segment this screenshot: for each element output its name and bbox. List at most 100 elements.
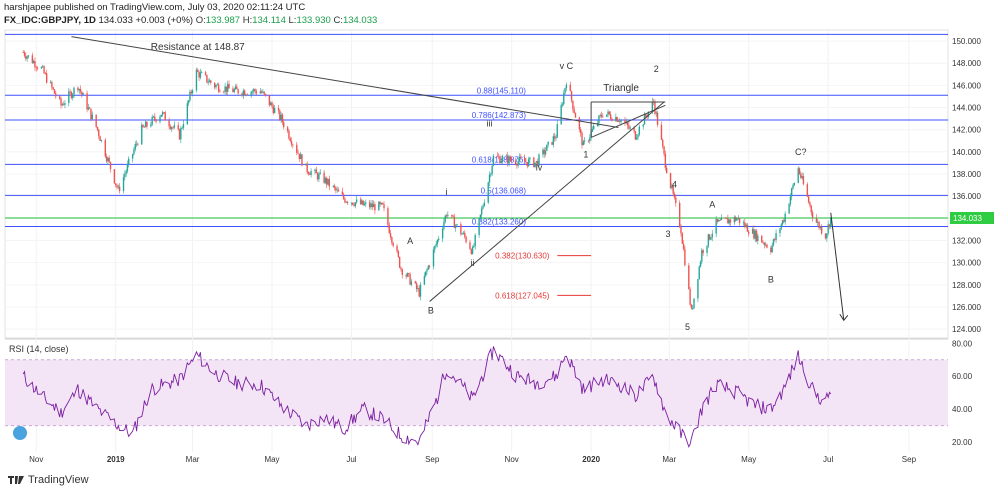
trendline-support <box>429 101 665 302</box>
candle-body <box>268 95 271 106</box>
candle-body <box>400 267 402 270</box>
candle-body <box>144 121 147 128</box>
candle-body <box>801 176 803 178</box>
candle-body <box>216 84 219 86</box>
candle-body <box>665 167 668 174</box>
candle-body <box>318 173 320 180</box>
wave-annotation: i <box>446 187 448 197</box>
rsi-title: RSI (14, close) <box>9 344 69 354</box>
candle-body <box>764 244 767 246</box>
candle-body <box>223 91 225 93</box>
close-value: 134.033 <box>342 15 378 26</box>
candle-body <box>699 261 702 267</box>
candle-body <box>718 220 720 222</box>
candle-body <box>465 236 467 243</box>
candle-body <box>546 144 548 151</box>
candle-body <box>589 137 591 142</box>
candle-body <box>280 114 282 120</box>
candle-body <box>757 235 759 242</box>
price-axis-label: 128.000 <box>952 281 981 290</box>
candle-body <box>509 156 512 161</box>
candle-body <box>49 82 52 83</box>
symbol-label: FX_IDC:GBPJPY, 1D <box>4 15 96 26</box>
candle-body <box>406 273 409 277</box>
footer-brand: TradingView <box>28 474 89 486</box>
candle-body <box>606 114 608 117</box>
candle-body <box>600 114 603 117</box>
candle-body <box>95 114 97 127</box>
candle-body <box>460 224 462 235</box>
candle-body <box>135 143 138 145</box>
candle-body <box>636 137 638 140</box>
candle-body <box>746 224 749 232</box>
candle-body <box>187 100 190 104</box>
rsi-line <box>22 346 832 448</box>
candle-body <box>628 125 630 129</box>
candle-body <box>55 93 57 97</box>
candle-body <box>771 245 773 253</box>
candle-body <box>189 91 191 101</box>
price-axis-label: 146.000 <box>952 81 981 90</box>
candle-body <box>350 202 353 204</box>
candle-body <box>497 156 500 158</box>
candle-body <box>104 139 106 157</box>
candle-body <box>122 177 125 192</box>
candle-body <box>527 159 530 167</box>
candle-body <box>738 217 741 224</box>
candle-body <box>479 214 482 219</box>
candle-body <box>551 141 553 145</box>
candle-body <box>172 127 174 129</box>
candle-body <box>180 128 182 140</box>
candle-body <box>744 222 746 227</box>
candle-body <box>86 93 88 110</box>
tradingview-footer[interactable]: TradingView <box>8 474 89 486</box>
candle-body <box>155 119 157 122</box>
candle-body <box>619 121 621 123</box>
candle-body <box>137 143 139 145</box>
candle-body <box>263 91 265 94</box>
candle-body <box>620 119 622 122</box>
candle-body <box>788 203 790 214</box>
projection-arrow <box>830 212 845 321</box>
candle-body <box>624 119 626 124</box>
price-axis-label: 148.000 <box>952 59 981 68</box>
candle-body <box>151 116 153 125</box>
candle-body <box>682 243 685 250</box>
last-price-badge <box>950 211 994 224</box>
candle-body <box>708 234 711 240</box>
candle-body <box>689 289 691 305</box>
candle-body <box>264 93 267 96</box>
candle-body <box>69 91 71 93</box>
candle-body <box>435 244 437 247</box>
candle-body <box>215 85 217 88</box>
candle-body <box>344 198 346 203</box>
candle-body <box>100 139 103 141</box>
candle-body <box>36 67 39 69</box>
candle-body <box>354 202 357 206</box>
candle-body <box>208 80 211 83</box>
wave-annotation: 2 <box>654 64 659 74</box>
candle-body <box>352 202 354 205</box>
candle-body <box>160 114 162 117</box>
candle-body <box>633 127 635 132</box>
candle-body <box>827 224 829 234</box>
candle-body <box>105 156 108 162</box>
candle-body <box>802 176 805 185</box>
candle-body <box>436 239 439 245</box>
close-key: C: <box>333 15 343 26</box>
candle-body <box>382 202 384 205</box>
candle-body <box>642 124 644 127</box>
candle-body <box>307 172 310 174</box>
candle-body <box>45 73 48 83</box>
candle-body <box>396 245 398 252</box>
candle-body <box>727 218 729 224</box>
candle-body <box>359 199 362 205</box>
candle-body <box>428 265 431 267</box>
candle-body <box>526 162 528 167</box>
candle-body <box>729 219 732 223</box>
time-axis-label: May <box>741 455 756 464</box>
candle-body <box>478 218 480 235</box>
candle-body <box>753 229 755 239</box>
candle-body <box>807 196 810 203</box>
